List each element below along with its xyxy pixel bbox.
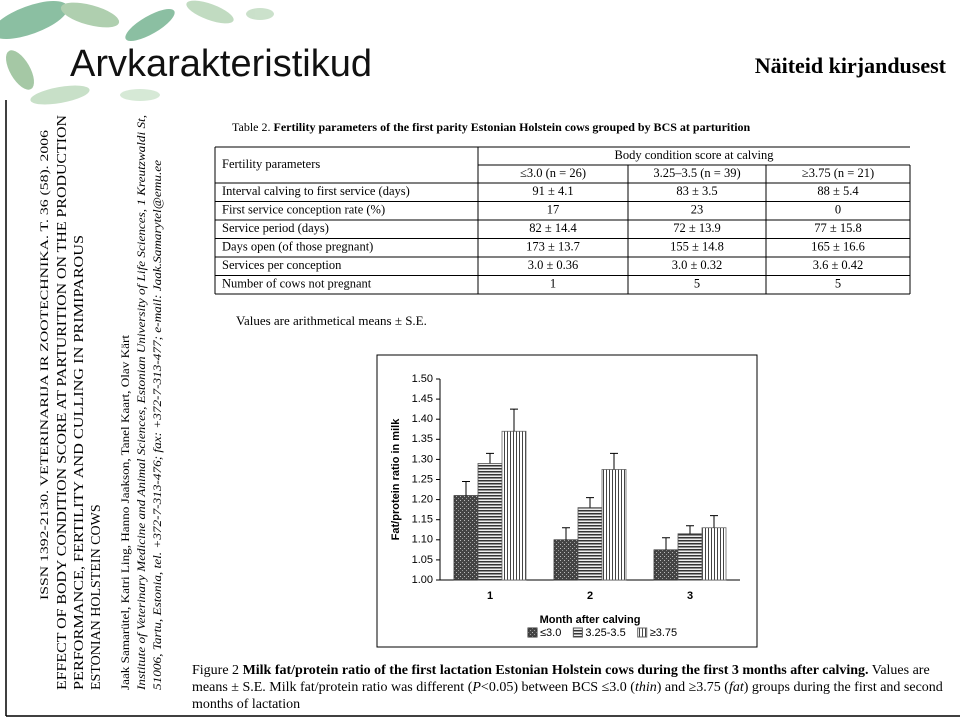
slide-title: Arvkarakteristikud (70, 43, 372, 85)
table-cell: 77 ± 15.8 (814, 221, 862, 235)
x-tick-label: 3 (687, 590, 693, 602)
y-tick-label: 1.35 (412, 433, 433, 445)
table-title: Fertility parameters of the first parity… (273, 120, 750, 134)
legend-swatch (528, 628, 537, 637)
x-axis-label: Month after calving (540, 614, 641, 626)
bar (554, 540, 578, 580)
figure-title: Milk fat/protein ratio of the first lact… (243, 663, 869, 678)
bar (502, 431, 526, 580)
table-cell: 17 (547, 203, 560, 217)
table-cell: 3.0 ± 0.32 (672, 258, 723, 272)
caption-text: ) and ≥3.75 ( (657, 680, 729, 695)
column-header: ≤3.0 (n = 26) (520, 166, 586, 180)
authors: Jaak Samarütel, Katri Ling, Hanno Jaakso… (118, 334, 132, 690)
column-header: 3.25–3.5 (n = 39) (653, 166, 740, 180)
table-cell: 165 ± 16.6 (811, 240, 865, 254)
table-caption: Table 2. Fertility parameters of the fir… (232, 120, 751, 134)
figure-label: Figure 2 (192, 663, 239, 678)
caption-text: <0.05) between BCS ≤3.0 ( (481, 680, 635, 695)
article-title: PERFORMANCE, FERTILITY AND CULLING IN PR… (72, 235, 87, 690)
y-axis-label: Fat/protein ratio in milk (390, 418, 402, 541)
article-title: ESTONIAN HOLSTEIN COWS (89, 504, 104, 690)
table-cell: Service period (days) (222, 221, 329, 235)
table-label: Table 2. (232, 120, 270, 134)
group-header: Body condition score at calving (615, 148, 775, 162)
table-cell: Services per conception (222, 258, 342, 272)
table-cell: 0 (835, 203, 841, 217)
bar (602, 469, 626, 580)
bar (678, 534, 702, 580)
table-cell: 83 ± 3.5 (676, 184, 717, 198)
y-tick-label: 1.30 (412, 453, 433, 465)
table-cell: Days open (of those pregnant) (222, 240, 373, 254)
table-cell: 3.6 ± 0.42 (813, 258, 864, 272)
legend-swatch (638, 628, 647, 637)
journal: ISSN 1392-2130. VETERINARIJA IR ZOOTECHN… (37, 130, 51, 600)
table-cell: Interval calving to first service (days) (222, 184, 410, 198)
bar (478, 463, 502, 580)
table-cell: 173 ± 13.7 (526, 240, 580, 254)
table-cell: 23 (691, 203, 704, 217)
table-cell: 5 (694, 277, 700, 291)
chart-frame (377, 355, 757, 647)
table-cell: 82 ± 14.4 (529, 221, 577, 235)
figure-caption: Figure 2 Milk fat/protein ratio of the f… (192, 662, 952, 713)
bar (578, 508, 602, 580)
caption-italic: P (472, 680, 481, 695)
y-tick-label: 1.00 (412, 574, 433, 586)
caption-italic: thin (635, 680, 657, 695)
table-cell: 155 ± 14.8 (670, 240, 724, 254)
slide: Arvkarakteristikud Näiteid kirjandusest … (0, 0, 964, 723)
address: 51006, Tartu, Estonia, tel. +372-7-313-4… (150, 159, 164, 690)
y-tick-label: 1.45 (412, 393, 433, 405)
table: Fertility parameters Body condition score… (215, 147, 910, 294)
y-tick-label: 1.25 (412, 473, 433, 485)
article-title: EFFECT OF BODY CONDITION SCORE AT PARTUR… (55, 115, 70, 690)
slide-subtitle: Näiteid kirjandusest (755, 53, 947, 78)
table-cell: 1 (550, 277, 556, 291)
caption-italic: fat (729, 680, 744, 695)
bar (702, 528, 726, 580)
x-tick-label: 1 (487, 590, 493, 602)
column-header: ≥3.75 (n = 21) (802, 166, 874, 180)
y-tick-label: 1.50 (412, 373, 433, 385)
table-cell: Number of cows not pregnant (222, 277, 372, 291)
bar (454, 496, 478, 580)
table-cell: 3.0 ± 0.36 (528, 258, 579, 272)
row-header: Fertility parameters (222, 157, 320, 171)
y-tick-label: 1.40 (412, 413, 433, 425)
affiliation: Institute of Veterinary Medicine and Ani… (134, 115, 148, 691)
table-cell: First service conception rate (%) (222, 203, 385, 217)
y-tick-label: 1.10 (412, 534, 433, 546)
legend-label: 3.25-3.5 (585, 627, 625, 639)
table-cell: 72 ± 13.9 (673, 221, 721, 235)
table-cell: 91 ± 4.1 (532, 184, 573, 198)
table-note: Values are arithmetical means ± S.E. (236, 313, 427, 328)
y-tick-label: 1.20 (412, 494, 433, 506)
slide-canvas: Arvkarakteristikud Näiteid kirjandusest … (0, 0, 964, 723)
x-tick-label: 2 (587, 590, 593, 602)
y-tick-label: 1.05 (412, 554, 433, 566)
legend-swatch (573, 628, 582, 637)
legend-label: ≥3.75 (650, 627, 677, 639)
bar (654, 550, 678, 580)
table-cell: 5 (835, 277, 841, 291)
legend-label: ≤3.0 (540, 627, 561, 639)
y-tick-label: 1.15 (412, 514, 433, 526)
table-cell: 88 ± 5.4 (817, 184, 859, 198)
article-header: ISSN 1392-2130. VETERINARIJA IR ZOOTECHN… (37, 115, 164, 691)
